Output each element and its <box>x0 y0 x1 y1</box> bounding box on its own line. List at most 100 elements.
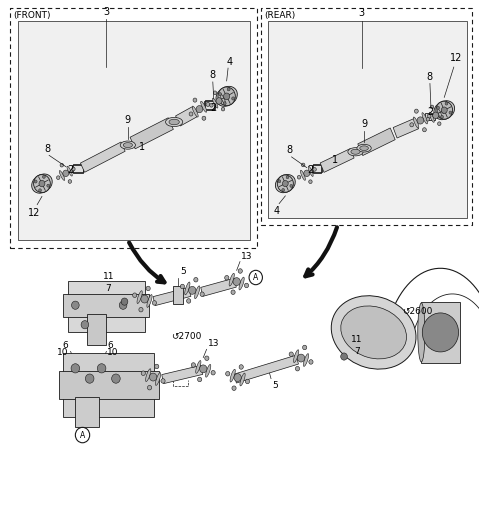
Ellipse shape <box>418 303 425 362</box>
Circle shape <box>42 175 45 179</box>
Ellipse shape <box>180 284 184 289</box>
Ellipse shape <box>169 119 180 125</box>
Text: 2: 2 <box>428 107 434 117</box>
Circle shape <box>71 364 80 373</box>
Text: 13: 13 <box>241 252 252 261</box>
Polygon shape <box>204 101 215 109</box>
Ellipse shape <box>156 373 161 385</box>
Circle shape <box>196 106 203 113</box>
Polygon shape <box>393 118 419 138</box>
Ellipse shape <box>120 141 135 149</box>
Ellipse shape <box>67 166 72 176</box>
Circle shape <box>449 111 452 114</box>
Ellipse shape <box>72 167 75 171</box>
Ellipse shape <box>213 91 216 94</box>
Text: 2: 2 <box>307 165 313 175</box>
Ellipse shape <box>303 353 309 366</box>
Polygon shape <box>358 128 395 155</box>
Text: 2: 2 <box>68 165 74 175</box>
Ellipse shape <box>187 299 191 303</box>
Ellipse shape <box>331 296 416 369</box>
Ellipse shape <box>145 369 151 381</box>
Polygon shape <box>173 286 183 304</box>
Polygon shape <box>63 353 154 417</box>
Text: 7: 7 <box>106 284 111 293</box>
Polygon shape <box>153 287 191 305</box>
Text: 12: 12 <box>449 53 462 63</box>
Text: ↺2700: ↺2700 <box>171 331 201 341</box>
Circle shape <box>119 301 127 309</box>
Ellipse shape <box>200 292 204 297</box>
Ellipse shape <box>231 290 235 295</box>
Text: 5: 5 <box>273 381 278 390</box>
Circle shape <box>282 188 285 191</box>
Text: A: A <box>80 430 85 440</box>
Ellipse shape <box>147 385 152 390</box>
Ellipse shape <box>302 345 307 350</box>
Text: 5: 5 <box>180 267 186 276</box>
Polygon shape <box>421 302 459 363</box>
Circle shape <box>417 117 424 124</box>
Ellipse shape <box>437 108 442 119</box>
Circle shape <box>277 175 293 192</box>
Text: 8: 8 <box>287 146 293 155</box>
Polygon shape <box>162 365 203 383</box>
Circle shape <box>218 87 235 106</box>
Ellipse shape <box>348 148 363 156</box>
Text: (REAR): (REAR) <box>264 11 295 20</box>
Ellipse shape <box>245 379 250 384</box>
Polygon shape <box>425 113 435 120</box>
Circle shape <box>233 278 240 285</box>
Text: 9: 9 <box>125 115 131 125</box>
Ellipse shape <box>213 98 218 108</box>
Text: (FRONT): (FRONT) <box>13 11 51 20</box>
Ellipse shape <box>308 166 313 176</box>
Circle shape <box>278 180 281 183</box>
Ellipse shape <box>201 101 206 112</box>
Ellipse shape <box>232 386 236 391</box>
Ellipse shape <box>341 306 407 359</box>
Text: 2: 2 <box>210 103 216 112</box>
Text: 12: 12 <box>28 208 40 218</box>
Ellipse shape <box>438 122 441 125</box>
Ellipse shape <box>225 95 228 99</box>
Ellipse shape <box>196 361 201 373</box>
Text: 11: 11 <box>103 272 115 281</box>
Polygon shape <box>312 165 322 172</box>
Ellipse shape <box>313 168 316 171</box>
Ellipse shape <box>294 350 299 363</box>
Ellipse shape <box>155 364 159 369</box>
Ellipse shape <box>185 282 190 295</box>
Polygon shape <box>75 397 99 427</box>
Ellipse shape <box>32 174 52 193</box>
Ellipse shape <box>193 98 197 102</box>
Polygon shape <box>130 118 173 149</box>
Circle shape <box>437 106 440 109</box>
Ellipse shape <box>192 106 198 117</box>
Text: 1: 1 <box>332 155 338 165</box>
Ellipse shape <box>276 174 295 192</box>
Ellipse shape <box>141 371 145 376</box>
Text: ↺2600: ↺2600 <box>402 308 432 316</box>
Ellipse shape <box>309 360 313 364</box>
Polygon shape <box>18 21 250 240</box>
Ellipse shape <box>351 149 360 154</box>
Circle shape <box>290 184 293 187</box>
Ellipse shape <box>166 117 183 126</box>
Circle shape <box>432 112 439 119</box>
Ellipse shape <box>225 276 229 280</box>
Ellipse shape <box>427 114 431 118</box>
Circle shape <box>34 180 37 183</box>
Ellipse shape <box>295 366 300 371</box>
Circle shape <box>39 181 45 187</box>
Ellipse shape <box>289 352 293 357</box>
Polygon shape <box>59 371 159 399</box>
Ellipse shape <box>239 365 243 369</box>
Circle shape <box>232 97 235 100</box>
Circle shape <box>97 364 106 373</box>
Ellipse shape <box>422 112 428 124</box>
Ellipse shape <box>202 116 206 120</box>
Ellipse shape <box>426 117 430 121</box>
Ellipse shape <box>229 273 234 286</box>
Circle shape <box>63 170 69 176</box>
